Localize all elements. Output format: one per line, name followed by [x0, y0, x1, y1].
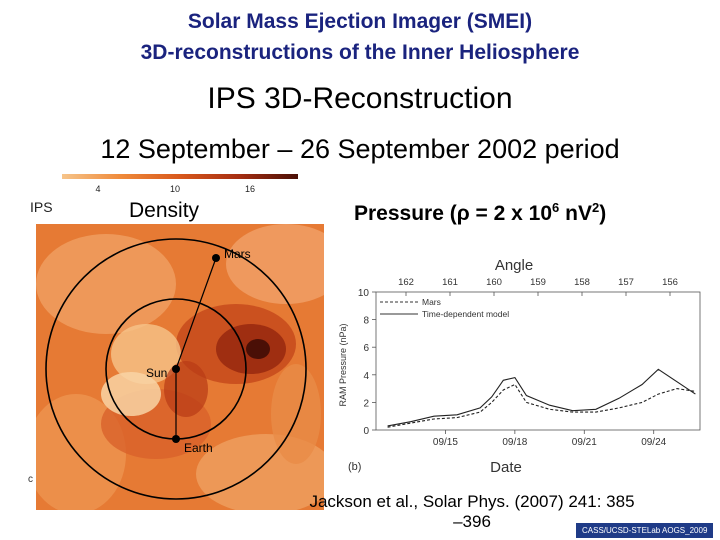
series-model-line: [387, 368, 696, 427]
legend-model: Time-dependent model: [422, 309, 509, 319]
top-tick-label: 157: [618, 277, 634, 288]
corner-label: c: [28, 474, 33, 485]
sun-marker: [172, 365, 180, 373]
period-heading: 12 September – 26 September 2002 period: [100, 134, 620, 164]
top-tick-label: 160: [486, 277, 502, 288]
title-line-1: Solar Mass Ejection Imager (SMEI): [187, 10, 533, 33]
density-colorbar: 4 10 16: [62, 174, 298, 194]
earth-label: Earth: [184, 441, 213, 455]
top-tick-label: 156: [662, 277, 678, 288]
main-heading: IPS 3D-Reconstruction: [207, 82, 513, 115]
reference-line-1: Jackson et al., Solar Phys. (2007) 241: …: [309, 492, 635, 511]
x-tick-label: 09/15: [433, 437, 458, 448]
series-mars-line: [387, 383, 696, 428]
mars-label: Mars: [224, 247, 251, 261]
pressure-chart: Angle Date (b) RAM Pressure (nPa) 0 2 4 6 8 1…: [338, 257, 701, 476]
y-tick-label: 10: [358, 288, 370, 299]
top-tick-label: 161: [442, 277, 458, 288]
x-tick-label: 09/24: [641, 437, 666, 448]
pressure-heading-exp1: 6: [552, 200, 560, 215]
y-tick-label: 2: [363, 398, 369, 409]
x-axis-label: Date: [490, 459, 522, 476]
top-tick-label: 158: [574, 277, 590, 288]
pressure-heading-exp2: 2: [591, 200, 600, 215]
x-tick-label: 09/18: [502, 437, 527, 448]
colorbar-tick: 10: [170, 184, 180, 194]
colorbar-tick: 16: [245, 184, 255, 194]
mars-orbit: [45, 238, 307, 500]
sun-mars-line: [175, 257, 217, 370]
chart-title: Angle: [495, 257, 533, 274]
pressure-heading: Pressure (ρ = 2 x 106 nV2): [354, 200, 606, 226]
mars-marker: [212, 254, 220, 262]
slide-title: Solar Mass Ejection Imager (SMEI) 3D-rec…: [0, 6, 720, 68]
colorbar-tick: 4: [95, 184, 100, 194]
x-tick-label: 09/21: [572, 437, 597, 448]
y-tick-label: 8: [363, 316, 369, 327]
density-map: Mars Sun Earth: [36, 224, 324, 510]
y-tick-label: 6: [363, 343, 369, 354]
title-line-2: 3D-reconstructions of the Inner Heliosph…: [140, 41, 580, 64]
y-tick-label: 4: [363, 371, 369, 382]
reference: Jackson et al., Solar Phys. (2007) 241: …: [272, 492, 672, 532]
y-tick-label: 0: [363, 426, 369, 437]
footer-badge: CASS/UCSD-STELab AOGS_2009: [576, 523, 714, 538]
reference-line-2: –396: [453, 512, 491, 531]
pressure-heading-mid: nV: [559, 202, 592, 225]
top-tick-label: 159: [530, 277, 546, 288]
panel-label: (b): [348, 461, 361, 473]
top-tick-label: 162: [398, 277, 414, 288]
sun-label: Sun: [146, 366, 167, 380]
y-axis-label: RAM Pressure (nPa): [338, 323, 348, 406]
pressure-heading-suffix: ): [599, 202, 607, 225]
pressure-heading-prefix: Pressure (ρ = 2 x 10: [354, 202, 553, 225]
legend-mars: Mars: [422, 297, 441, 307]
earth-marker: [172, 435, 180, 443]
density-heading: Density: [129, 199, 200, 222]
ips-label: IPS: [30, 199, 53, 215]
